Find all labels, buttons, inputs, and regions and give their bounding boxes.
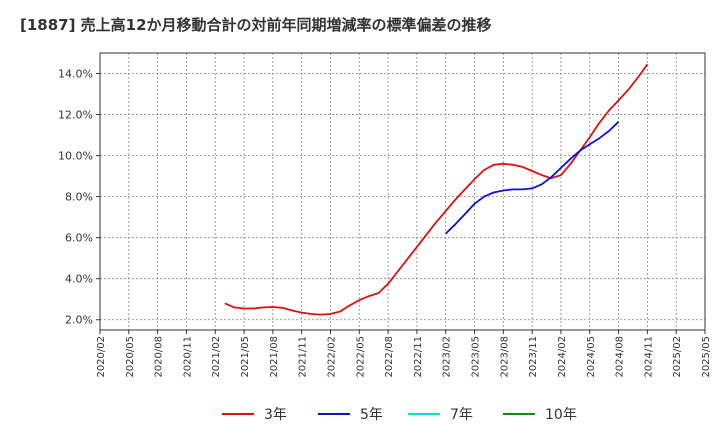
x-tick-label: 2021/11 [298, 336, 309, 378]
y-tick-label: 12.0% [58, 109, 93, 122]
legend-label: 5年 [360, 407, 383, 423]
x-tick-label: 2021/02 [211, 336, 222, 378]
y-tick-label: 6.0% [65, 232, 93, 245]
chart-title: [1887] 売上高12か月移動合計の対前年同期増減率の標準偏差の推移 [20, 16, 492, 34]
legend-label: 7年 [450, 407, 473, 423]
x-tick-label: 2021/05 [240, 336, 251, 378]
series-group [224, 63, 649, 316]
x-tick-label: 2025/02 [672, 336, 683, 378]
x-tick-label: 2024/05 [586, 336, 597, 378]
y-tick-label: 14.0% [58, 68, 93, 81]
x-tick-label: 2024/08 [615, 336, 626, 378]
legend: 3年 5年 7年 10年 [222, 407, 577, 423]
y-tick-label: 2.0% [65, 314, 93, 327]
x-tick-label: 2023/02 [442, 336, 453, 378]
series-line-1 [224, 63, 649, 316]
x-tick-label: 2024/11 [643, 336, 654, 378]
x-tick-label: 2022/11 [413, 336, 424, 378]
x-axis: 2020/02 2020/05 2020/08 2020/11 2021/02 2021/… [96, 330, 712, 378]
x-tick-label: 2023/11 [528, 336, 539, 378]
x-tick-label: 2022/08 [384, 336, 395, 378]
plot-frame [99, 52, 706, 331]
x-tick-label: 2020/02 [96, 336, 107, 378]
grid [100, 53, 705, 330]
legend-label: 3年 [264, 407, 287, 423]
y-tick-label: 10.0% [58, 150, 93, 163]
y-axis: 2.0% 4.0% 6.0% 8.0% 10.0% 12.0% 14.0% [58, 68, 100, 327]
x-tick-label: 2020/05 [125, 336, 136, 378]
legend-label: 10年 [545, 407, 577, 423]
plot-area [100, 53, 705, 330]
x-tick-label: 2020/08 [154, 336, 165, 378]
x-tick-label: 2022/02 [326, 336, 337, 378]
x-tick-label: 2020/11 [182, 336, 193, 378]
x-tick-label: 2024/02 [557, 336, 568, 378]
x-tick-label: 2022/05 [355, 336, 366, 378]
x-tick-label: 2025/05 [701, 336, 712, 378]
series-line-2 [445, 121, 620, 235]
y-tick-label: 4.0% [65, 273, 93, 286]
x-tick-label: 2021/08 [269, 336, 280, 378]
x-tick-label: 2023/05 [471, 336, 482, 378]
x-tick-label: 2023/08 [499, 336, 510, 378]
y-tick-label: 8.0% [65, 191, 93, 204]
